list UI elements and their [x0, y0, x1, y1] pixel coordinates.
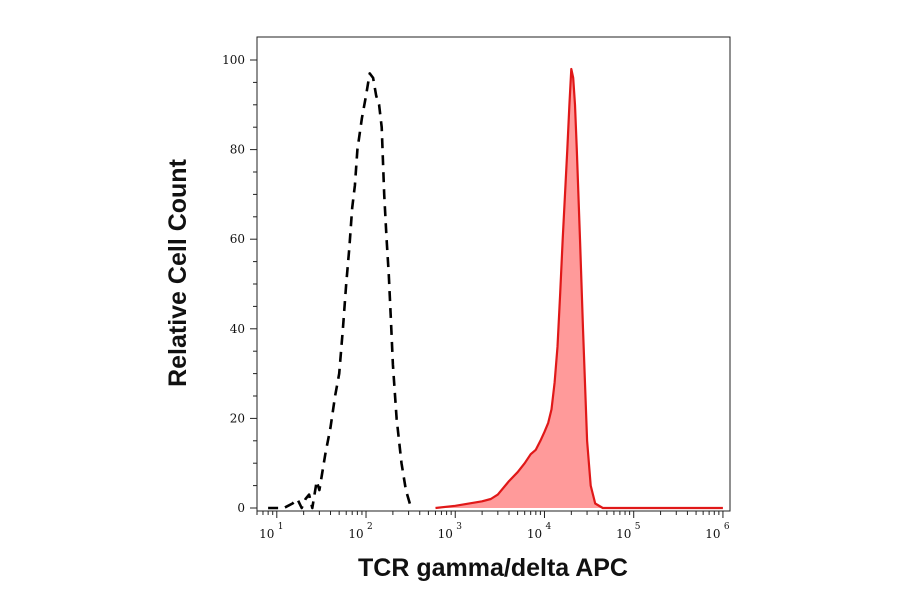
x-tick-exponent: 5: [635, 522, 641, 532]
x-tick-label: 10: [259, 527, 274, 541]
x-tick-label: 10: [616, 527, 631, 541]
x-tick-exponent: 2: [367, 522, 373, 532]
x-tick-label: 10: [348, 527, 363, 541]
series-layer: [268, 67, 723, 510]
plot-area-frame: [256, 36, 731, 512]
series-2-area: [435, 69, 723, 508]
x-tick-exponent: 6: [724, 522, 730, 532]
x-axis-title: TCR gamma/delta APC: [358, 554, 628, 582]
x-tick-exponent: 3: [456, 522, 462, 532]
y-axis-title: Relative Cell Count: [164, 158, 192, 386]
y-tick-label: 0: [237, 501, 245, 515]
x-tick-label: 10: [705, 527, 720, 541]
x-tick-label: 10: [438, 527, 453, 541]
series-2-line: [435, 67, 723, 510]
y-tick-label: 60: [230, 232, 245, 246]
x-tick-exponent: 4: [545, 522, 551, 532]
y-tick-label: 80: [230, 143, 245, 157]
y-tick-label: 100: [222, 53, 245, 67]
series-1-line: [268, 72, 413, 510]
x-tick-exponent: 1: [278, 522, 284, 532]
y-tick-label: 40: [230, 322, 245, 336]
x-tick-label: 10: [527, 527, 542, 541]
y-tick-label: 20: [230, 411, 245, 425]
